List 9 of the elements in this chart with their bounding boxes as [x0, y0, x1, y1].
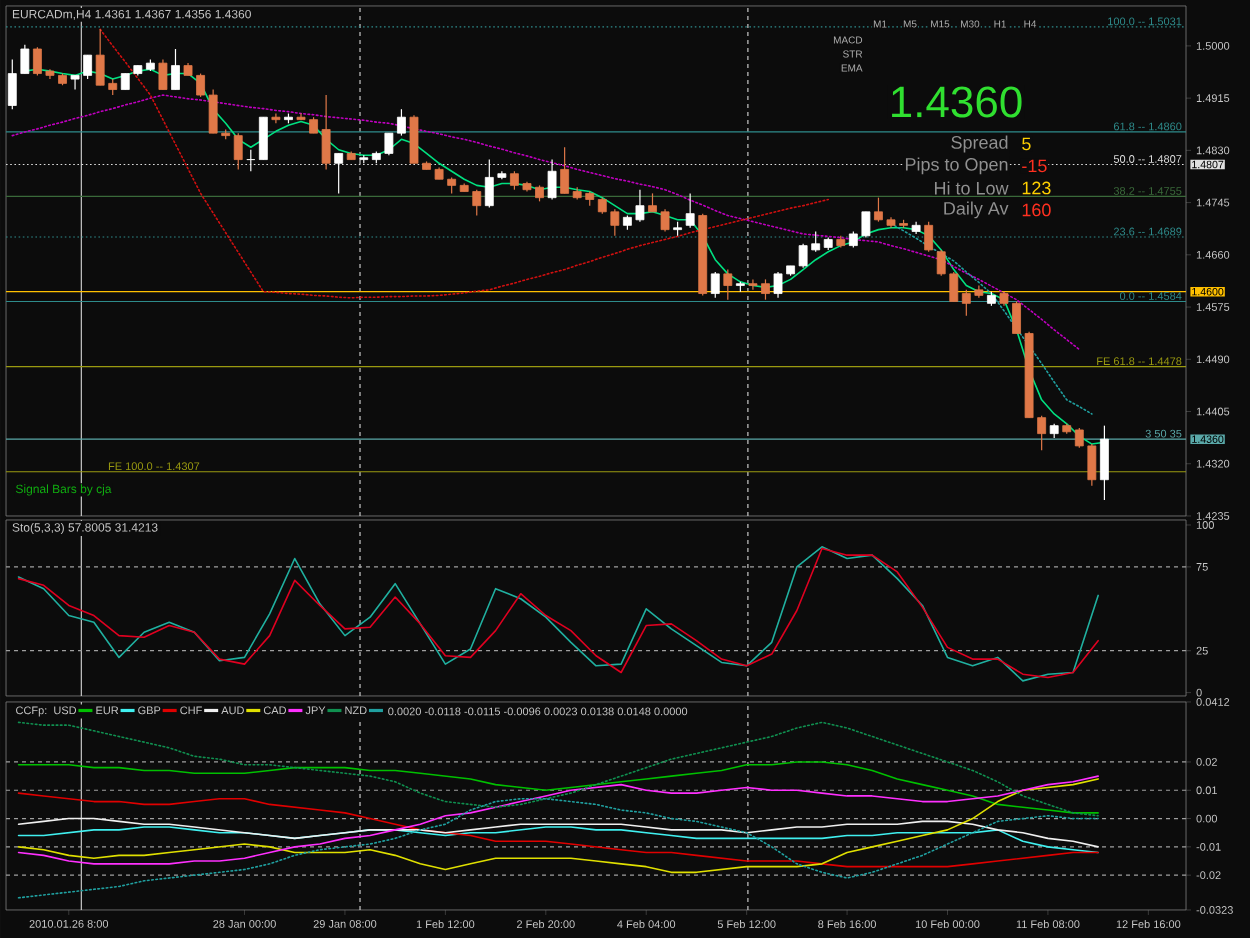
annotation: 160 [1022, 203, 1051, 217]
annotation: Hi to Low [934, 181, 1009, 195]
annotation: 123 [1022, 181, 1051, 195]
annotation: Pips to Open [905, 157, 1008, 175]
annotation: Daily Av [944, 201, 1009, 219]
annotation: 5 [1022, 137, 1031, 151]
annotation: 1.4360 [892, 86, 1022, 118]
annotation: Spread [951, 135, 1008, 153]
annotation: -15 [1022, 159, 1047, 173]
